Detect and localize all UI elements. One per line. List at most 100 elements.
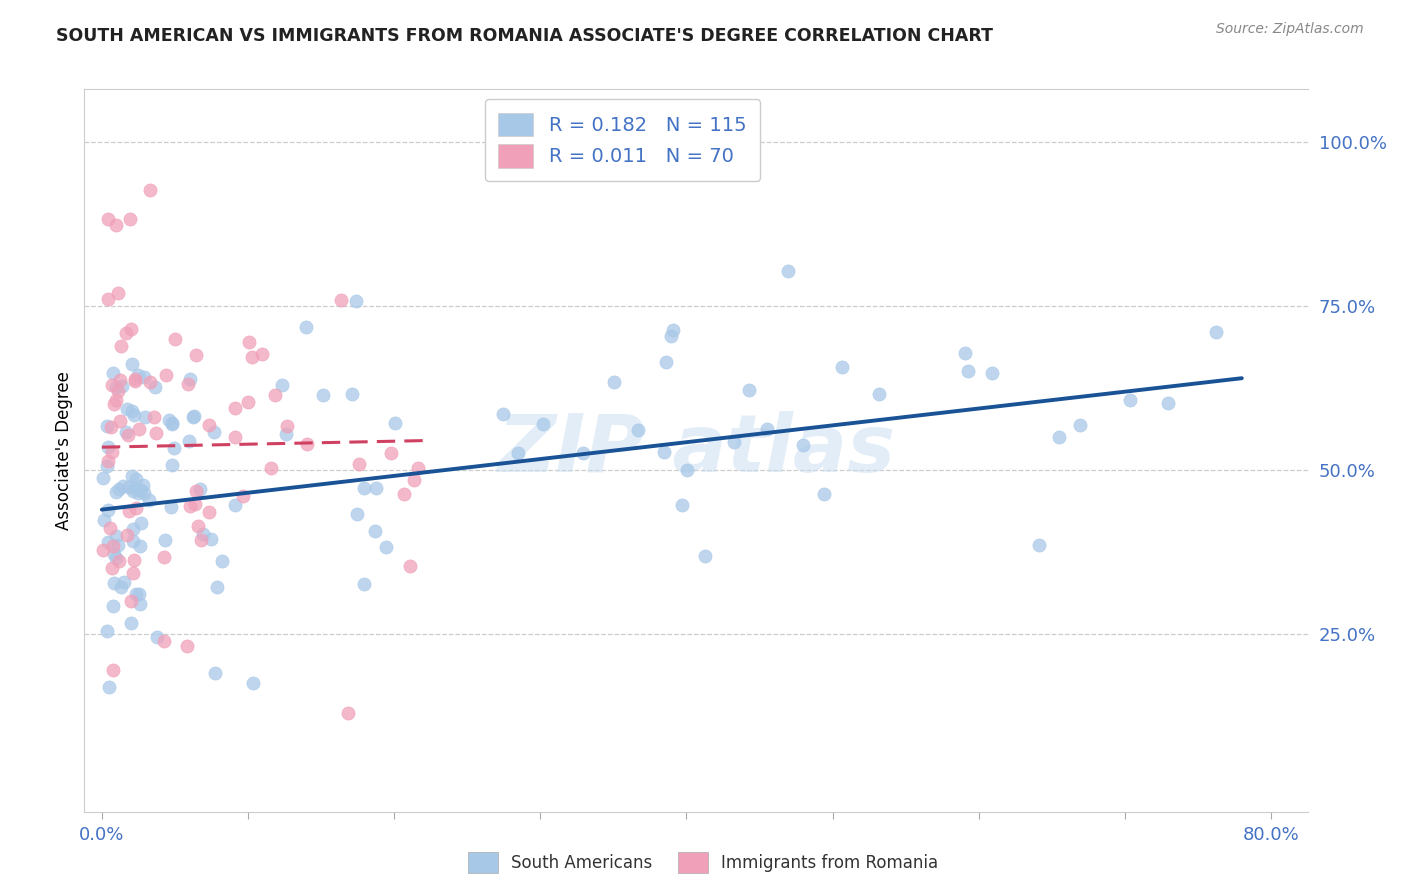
Point: [97, 502, 120, 516]
Point: [104, 392, 127, 407]
Point: [124, 587, 146, 601]
Point: [134, 486, 156, 500]
Point: [572, 446, 595, 460]
Point: [125, 501, 148, 516]
Point: [353, 481, 375, 495]
Point: [162, 416, 184, 430]
Point: [103, 547, 125, 561]
Point: [671, 498, 693, 512]
Point: [128, 587, 150, 601]
Point: [363, 524, 385, 538]
Point: [1157, 395, 1180, 409]
Point: [652, 445, 675, 459]
Point: [508, 445, 530, 459]
Point: [398, 559, 420, 574]
Point: [128, 422, 150, 436]
Point: [297, 436, 319, 450]
Point: [139, 183, 162, 197]
Point: [115, 402, 138, 417]
Point: [384, 416, 406, 430]
Point: [394, 487, 416, 501]
Point: [97, 211, 120, 226]
Point: [264, 388, 287, 402]
Point: [97, 680, 120, 694]
Point: [153, 533, 176, 548]
Point: [114, 326, 136, 340]
Text: Source: ZipAtlas.com: Source: ZipAtlas.com: [1216, 22, 1364, 37]
Point: [176, 639, 198, 653]
Point: [134, 410, 156, 425]
Point: [179, 372, 201, 386]
Point: [312, 388, 335, 402]
Point: [181, 410, 204, 425]
Point: [402, 474, 425, 488]
Point: [661, 323, 683, 337]
Point: [97, 440, 120, 454]
Point: [160, 417, 183, 431]
Point: [121, 404, 143, 418]
Point: [153, 633, 176, 648]
Point: [100, 444, 122, 458]
Point: [344, 293, 367, 308]
Point: [96, 624, 118, 639]
Point: [868, 387, 890, 401]
Point: [179, 434, 201, 449]
Point: [756, 422, 779, 436]
Point: [232, 489, 254, 503]
Point: [240, 350, 263, 364]
Point: [207, 580, 229, 594]
Point: [603, 375, 626, 389]
Point: [118, 480, 141, 494]
Point: [655, 355, 678, 369]
Point: [107, 538, 129, 552]
Point: [981, 366, 1004, 380]
Point: [190, 533, 212, 547]
Text: ZIP atlas: ZIP atlas: [496, 411, 896, 490]
Point: [97, 535, 120, 549]
Point: [129, 539, 152, 553]
Point: [271, 378, 294, 392]
Point: [155, 368, 177, 382]
Point: [163, 332, 186, 346]
Point: [145, 425, 167, 440]
Point: [380, 446, 402, 460]
Point: [91, 542, 114, 557]
Point: [831, 359, 853, 374]
Point: [120, 616, 142, 631]
Point: [627, 423, 650, 437]
Point: [127, 482, 149, 496]
Point: [183, 409, 205, 424]
Point: [792, 438, 814, 452]
Point: [329, 293, 352, 307]
Point: [105, 379, 128, 393]
Point: [336, 706, 359, 721]
Point: [340, 386, 363, 401]
Point: [134, 369, 156, 384]
Point: [110, 338, 132, 352]
Point: [346, 507, 368, 521]
Point: [160, 458, 183, 472]
Point: [374, 540, 396, 554]
Point: [118, 504, 141, 518]
Point: [676, 463, 699, 477]
Point: [191, 527, 214, 541]
Point: [129, 483, 152, 498]
Point: [224, 430, 246, 444]
Point: [100, 419, 122, 434]
Point: [98, 521, 121, 535]
Point: [101, 378, 124, 392]
Point: [103, 576, 125, 591]
Point: [127, 486, 149, 500]
Point: [198, 505, 221, 519]
Point: [738, 383, 761, 397]
Point: [105, 218, 128, 232]
Point: [120, 593, 142, 607]
Point: [252, 347, 274, 361]
Point: [202, 425, 225, 439]
Point: [224, 498, 246, 512]
Point: [145, 631, 167, 645]
Point: [121, 358, 143, 372]
Point: [1028, 538, 1050, 552]
Point: [353, 576, 375, 591]
Point: [224, 401, 246, 415]
